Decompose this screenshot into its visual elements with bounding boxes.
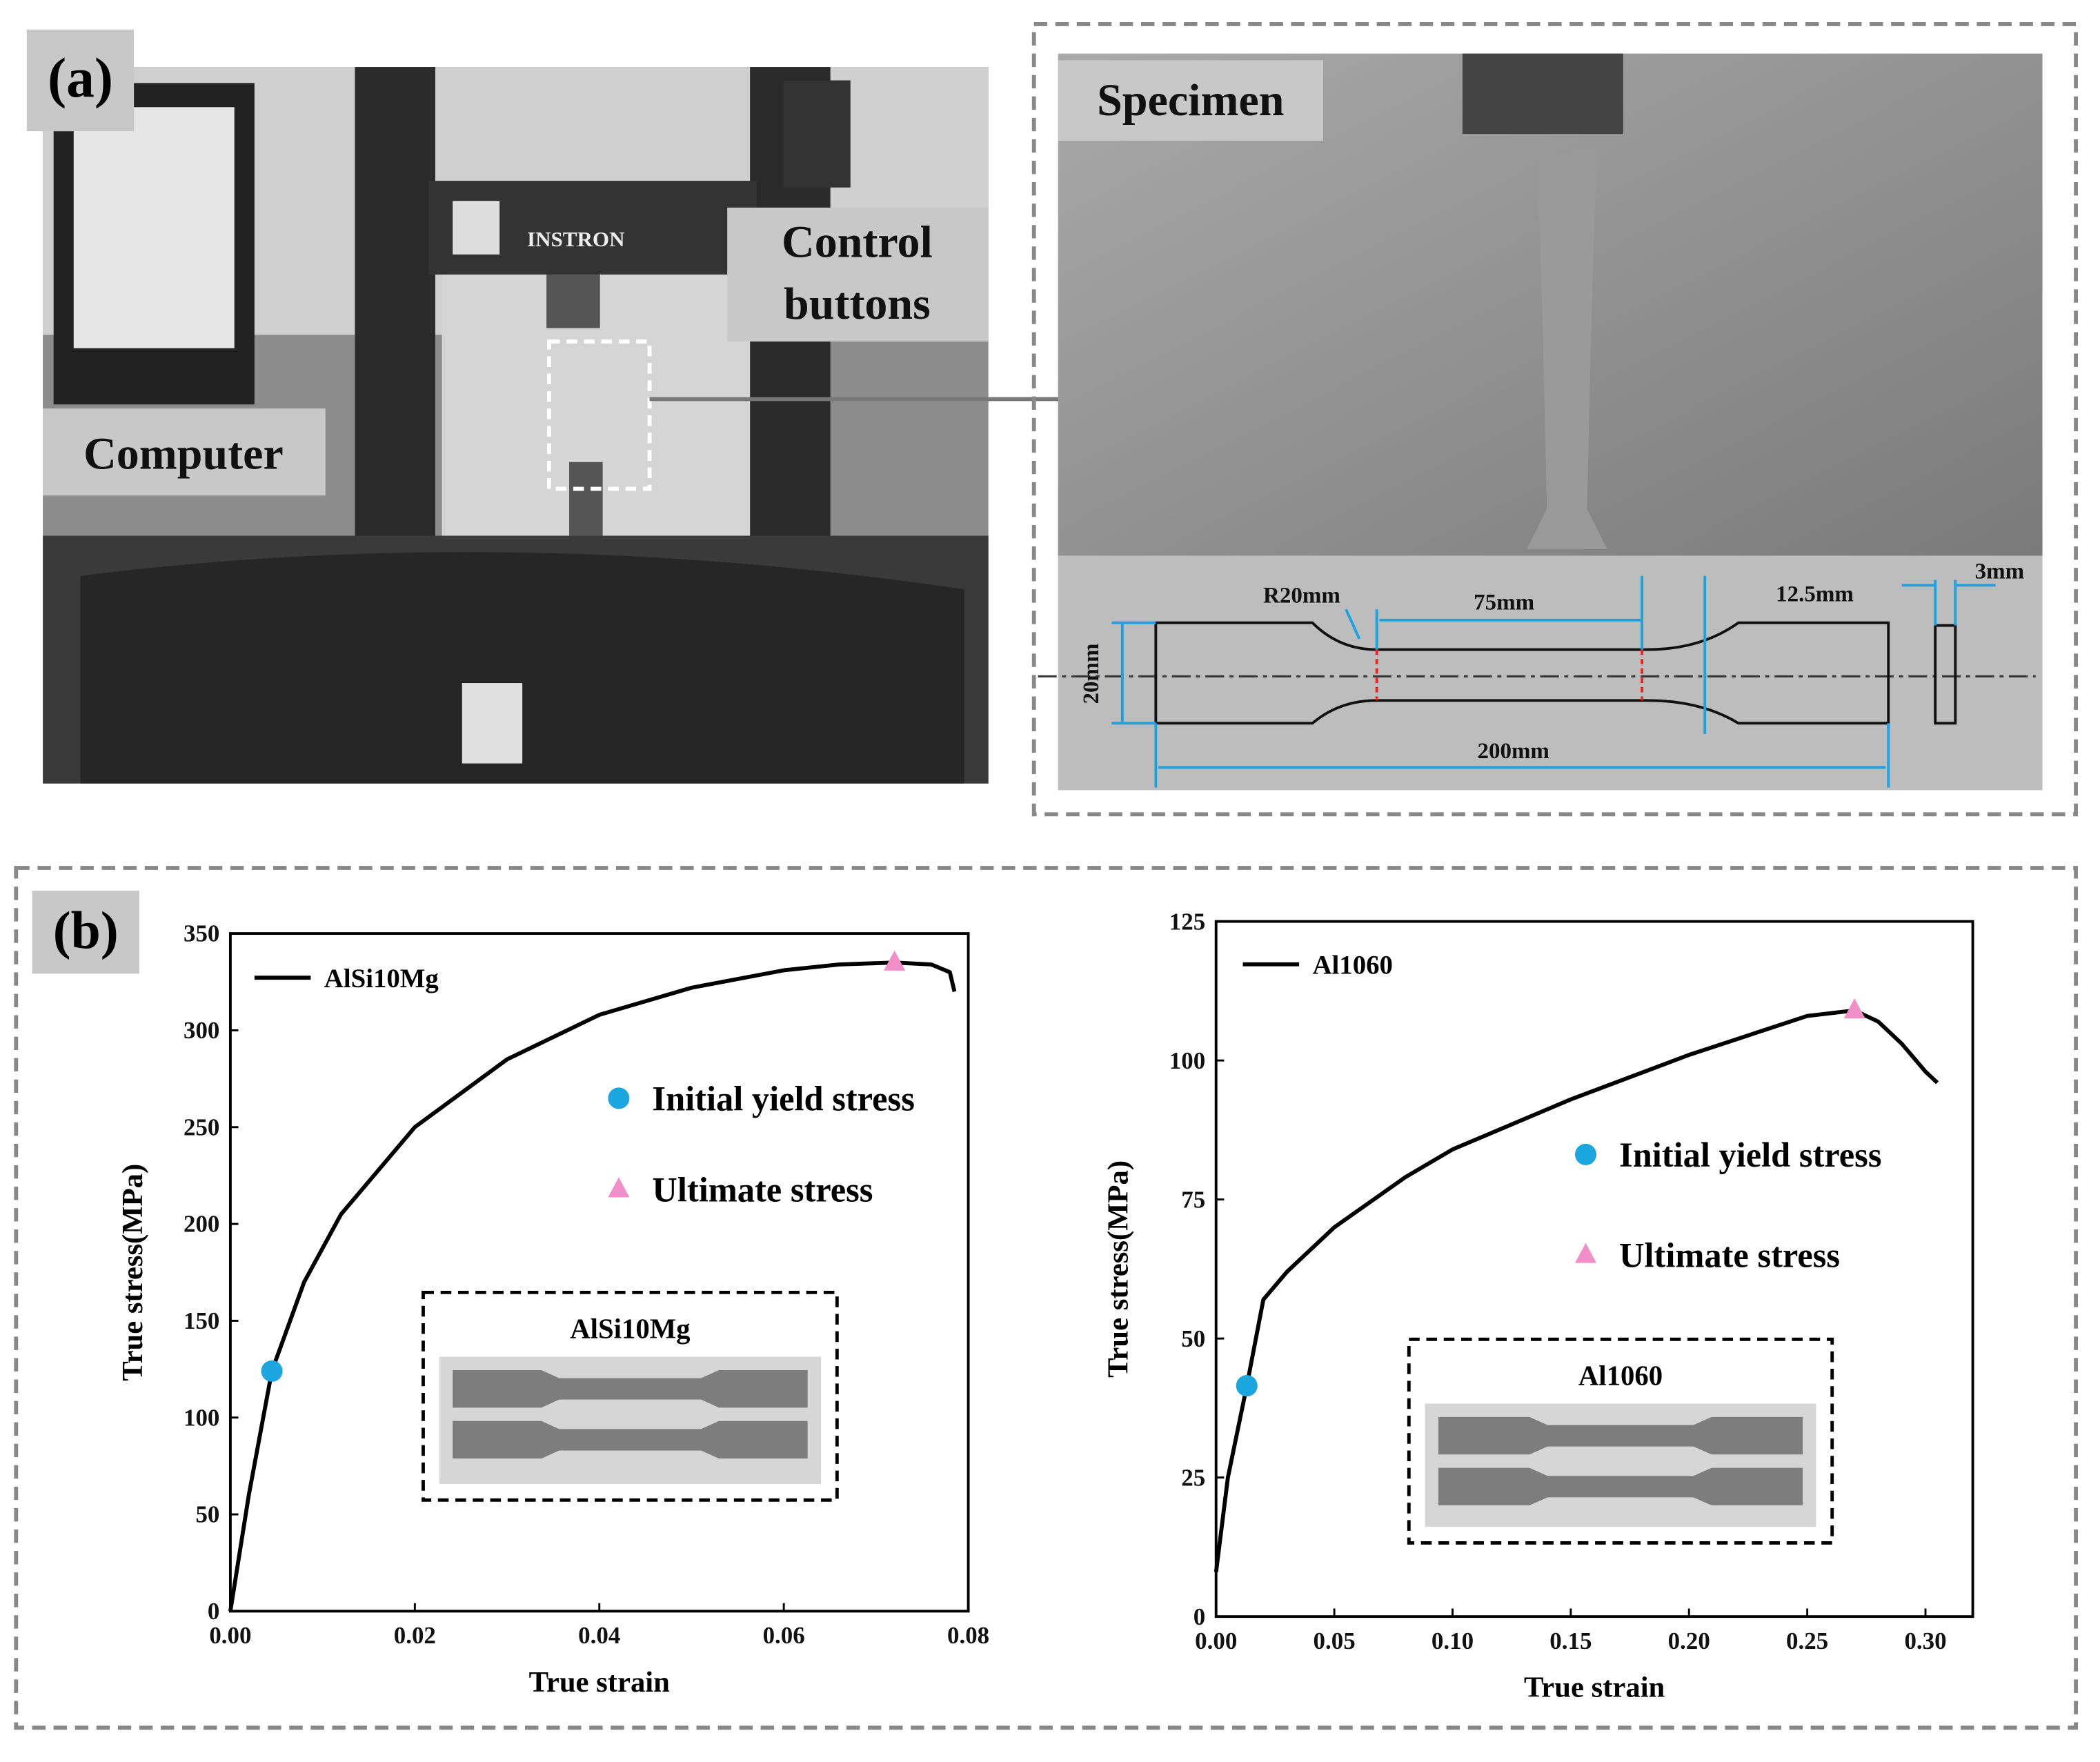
callout: buttons: [784, 279, 931, 329]
legend-label: Initial yield stress: [1619, 1136, 1881, 1174]
dimension-label: 75mm: [1474, 590, 1534, 615]
specimen: [1527, 154, 1607, 549]
dimension-label: 200mm: [1477, 739, 1549, 764]
point: [884, 950, 906, 971]
line: [1214, 1008, 1939, 1573]
y-tick-label: 150: [184, 1307, 219, 1334]
plot-frame: [228, 932, 970, 1613]
y-tick-label: 100: [184, 1404, 219, 1431]
x-tick-label: 0.00: [209, 1622, 251, 1649]
legend-marker: [608, 1177, 630, 1198]
specimen-photo: [453, 1421, 808, 1459]
legend-marker: [1574, 1243, 1597, 1263]
legend-marker: [1574, 1143, 1597, 1165]
legend-marker: [608, 1087, 630, 1109]
y-tick-label: 300: [184, 1017, 219, 1044]
y-tick-label: 100: [1169, 1047, 1205, 1074]
inset-title: AlSi10Mg: [570, 1313, 690, 1344]
y-tick-label: 0: [208, 1598, 219, 1625]
y-axis-label: True stress(MPa): [1102, 1160, 1135, 1378]
point: [1236, 1375, 1258, 1397]
specimen-photo: [453, 1369, 808, 1408]
y-tick-label: 50: [1181, 1325, 1205, 1352]
line: [228, 960, 957, 1612]
x-tick-label: 0.10: [1432, 1627, 1474, 1654]
machine-brand: INSTRON: [527, 227, 625, 251]
legend-label: AlSi10Mg: [324, 964, 439, 993]
dimension-label: R20mm: [1263, 584, 1340, 608]
label-box: [32, 890, 139, 974]
dimension-label: 12.5mm: [1776, 582, 1854, 607]
y-tick-label: 0: [1193, 1603, 1205, 1630]
y-tick-label: 350: [184, 920, 219, 947]
x-tick-label: 0.05: [1314, 1627, 1356, 1654]
label-box: [43, 408, 326, 496]
legend-label: Al1060: [1312, 950, 1392, 980]
x-tick-label: 0.02: [394, 1622, 436, 1649]
x-axis-label: True strain: [1524, 1672, 1665, 1704]
panel-label: (b): [53, 900, 119, 960]
y-axis-label: True stress(MPa): [117, 1164, 149, 1381]
specimen-photo: [1438, 1416, 1803, 1455]
callout: Computer: [83, 428, 284, 479]
x-tick-label: 0.30: [1904, 1627, 1946, 1654]
label-box: [1058, 60, 1324, 141]
x-tick-label: 0.04: [578, 1622, 620, 1649]
y-tick-label: 25: [1181, 1464, 1205, 1491]
legend-label: Ultimate stress: [652, 1170, 873, 1209]
legend-label: Ultimate stress: [1619, 1236, 1840, 1274]
y-tick-label: 75: [1181, 1186, 1205, 1213]
charts: 0.00 0.02 0.04 0.06 0.0805010015020025030035…: [117, 908, 1974, 1704]
dimension-label: 20mm: [1079, 643, 1104, 704]
plot-frame: [1214, 920, 1974, 1619]
point: [1843, 998, 1865, 1019]
x-axis-label: True strain: [529, 1666, 671, 1699]
inset-title: Al1060: [1578, 1360, 1663, 1391]
frame: [14, 866, 2078, 1730]
callout: Control: [782, 217, 933, 268]
x-tick-label: 0.20: [1668, 1627, 1710, 1654]
x-tick-label: 0.06: [763, 1622, 805, 1649]
point: [261, 1360, 283, 1382]
callout: Specimen: [1097, 75, 1284, 126]
dimension-label: 3mm: [1975, 560, 2024, 584]
label-box: [26, 29, 135, 132]
specimen-drawing: R20mm 75mm 12.5mm 3mm 20mm 200mm: [1038, 555, 2043, 791]
y-tick-label: 250: [184, 1113, 219, 1140]
machine-photo: INSTRON: [43, 67, 989, 784]
y-tick-label: 50: [195, 1501, 219, 1528]
y-tick-label: 200: [184, 1211, 219, 1238]
legend-label: Initial yield stress: [652, 1079, 914, 1118]
specimen-photo: [1438, 1467, 1803, 1506]
x-tick-label: 0.08: [947, 1622, 989, 1649]
panel-label: (a): [48, 46, 113, 109]
x-tick-label: 0.15: [1549, 1627, 1592, 1654]
x-tick-label: 0.00: [1195, 1627, 1237, 1654]
y-tick-label: 125: [1169, 908, 1205, 935]
x-tick-label: 0.25: [1786, 1627, 1828, 1654]
frame: [1031, 22, 2078, 817]
grip: [1462, 53, 1623, 135]
label-box: [727, 207, 989, 342]
